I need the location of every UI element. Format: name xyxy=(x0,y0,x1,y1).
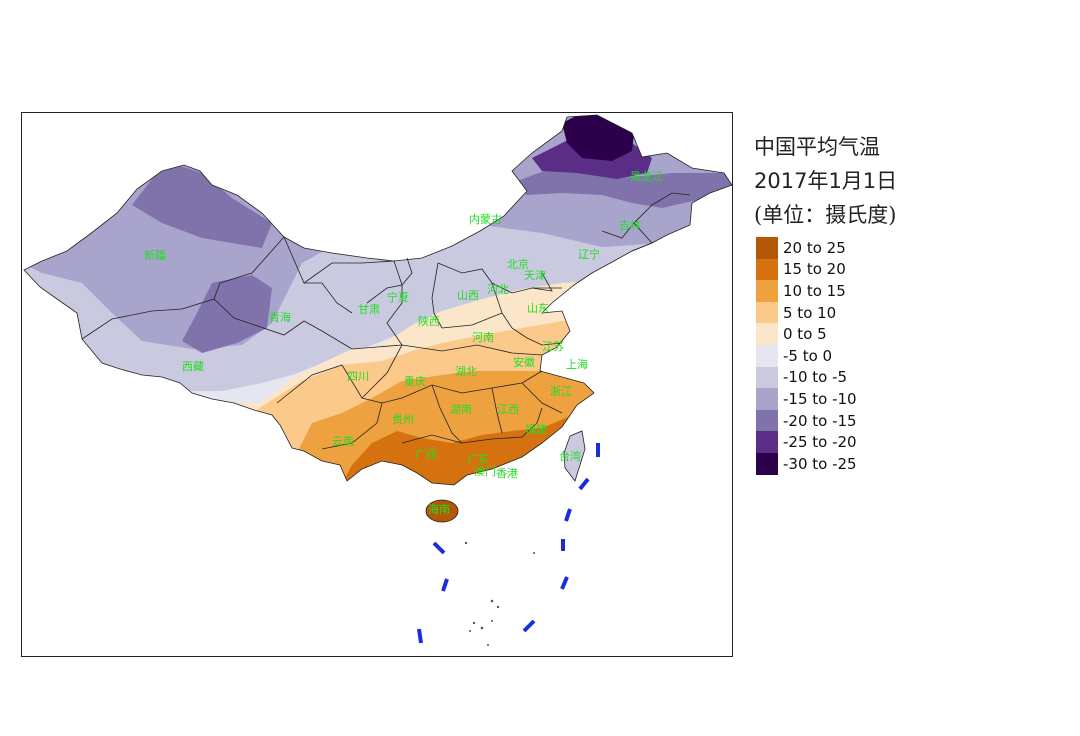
province-label: 香港 xyxy=(496,467,518,480)
province-label: 江苏 xyxy=(542,340,564,353)
province-label: 甘肃 xyxy=(358,303,380,316)
legend-swatch xyxy=(756,344,778,367)
legend-label: -25 to -20 xyxy=(783,433,857,452)
legend-swatch xyxy=(756,258,778,281)
legend-row: 0 to 5 xyxy=(756,323,857,345)
legend-row: -20 to -15 xyxy=(756,409,857,432)
legend-label: -10 to -5 xyxy=(783,368,848,387)
legend: 20 to 25 15 to 20 10 to 15 5 to 10 0 to 5 -5 … xyxy=(756,237,857,475)
legend-swatch xyxy=(756,280,778,302)
legend-label: -5 to 0 xyxy=(783,346,833,365)
province-label: 河北 xyxy=(487,283,509,296)
province-label: 天津 xyxy=(524,269,546,282)
legend-label: 10 to 15 xyxy=(783,281,846,300)
legend-swatch xyxy=(756,431,778,453)
temperature-band xyxy=(182,275,272,353)
province-label: 澳门 xyxy=(474,464,496,478)
province-label: 北京 xyxy=(507,257,529,271)
temperature-band xyxy=(512,168,732,208)
legend-swatch xyxy=(756,409,778,432)
legend-row: 20 to 25 xyxy=(756,237,857,259)
legend-swatch xyxy=(756,388,778,410)
province-label: 黑龙江 xyxy=(630,170,663,183)
province-label: 贵州 xyxy=(392,413,414,426)
temperature-band xyxy=(132,163,272,248)
province-label: 西藏 xyxy=(182,360,204,373)
province-label: 云南 xyxy=(332,435,354,448)
province-label: 海南 xyxy=(428,502,450,516)
south-sea-islands xyxy=(464,541,535,646)
legend-row: -5 to 0 xyxy=(756,344,857,367)
province-label: 广东 xyxy=(467,453,489,466)
hainan-island xyxy=(425,499,459,523)
legend-swatch xyxy=(756,366,778,389)
taiwan-island xyxy=(563,430,586,482)
map-date: 2017年1月1日 xyxy=(754,169,898,193)
legend-row: -15 to -10 xyxy=(756,388,857,410)
legend-row: -10 to -5 xyxy=(756,366,857,389)
province-label: 重庆 xyxy=(404,374,426,388)
province-label: 内蒙古 xyxy=(469,212,502,226)
province-label: 湖北 xyxy=(455,365,477,378)
legend-row: 10 to 15 xyxy=(756,280,857,302)
province-label: 辽宁 xyxy=(578,247,600,261)
temperature-bands xyxy=(24,115,732,485)
legend-row: -30 to -25 xyxy=(756,452,857,475)
province-label: 湖南 xyxy=(450,403,472,416)
map-frame: 新疆西藏 青海 甘肃 宁夏 内蒙古 黑龙江吉林辽宁北京 天津河北 山西陕西 山东河南江苏 安徽 上海… xyxy=(21,112,733,657)
map-title: 中国平均气温 xyxy=(754,135,880,159)
province-label: 台湾 xyxy=(559,449,581,463)
boundaries xyxy=(23,114,733,486)
province-label: 陕西 xyxy=(418,314,440,328)
province-label: 宁夏 xyxy=(387,290,409,304)
legend-label: 20 to 25 xyxy=(783,238,846,257)
province-label: 安徽 xyxy=(513,355,535,369)
legend-title: 中国平均气温 2017年1月1日 (单位：摄氏度) xyxy=(754,130,1054,232)
legend-swatch xyxy=(756,237,778,259)
legend-label: 0 to 5 xyxy=(783,325,827,344)
province-label: 吉林 xyxy=(619,218,641,232)
temperature-band xyxy=(24,363,732,485)
province-label: 浙江 xyxy=(550,385,572,398)
legend-swatch xyxy=(756,301,778,324)
legend-row: 15 to 20 xyxy=(756,258,857,281)
temperature-band xyxy=(24,411,732,485)
province-label: 广西 xyxy=(415,448,437,461)
legend-swatch xyxy=(756,323,778,345)
legend-label: -20 to -15 xyxy=(783,411,857,430)
nine-dash-line xyxy=(417,443,600,644)
province-label: 山东 xyxy=(527,302,549,315)
legend-label: 5 to 10 xyxy=(783,303,837,322)
legend-row: -25 to -20 xyxy=(756,431,857,453)
province-label: 福建 xyxy=(525,422,547,436)
legend-label: 15 to 20 xyxy=(783,260,846,279)
legend-swatch xyxy=(756,452,778,475)
legend-label: -15 to -10 xyxy=(783,389,857,408)
legend-row: 5 to 10 xyxy=(756,301,857,324)
province-label: 新疆 xyxy=(144,248,166,262)
province-label: 上海 xyxy=(566,357,588,371)
province-label: 河南 xyxy=(472,331,494,344)
legend-label: -30 to -25 xyxy=(783,454,857,473)
province-label: 青海 xyxy=(269,310,291,324)
province-label: 山西 xyxy=(457,289,479,302)
province-label: 江西 xyxy=(497,403,519,416)
map-unit: (单位：摄氏度) xyxy=(754,203,897,227)
province-label: 四川 xyxy=(347,370,369,383)
